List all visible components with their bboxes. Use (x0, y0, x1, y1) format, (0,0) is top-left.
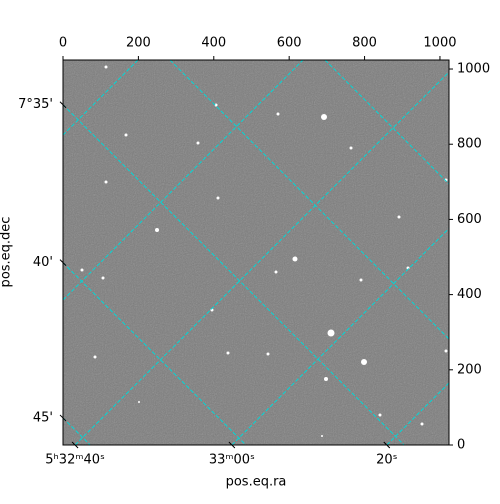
x-tick-label: 600 (277, 36, 302, 51)
y-tick-label: 200 (457, 362, 482, 377)
ra-tick (228, 441, 236, 449)
dec-tick-label: 7°35' (18, 97, 53, 112)
dec-tick-label: 45' (33, 410, 53, 425)
stars (80, 65, 448, 437)
ra-tick (71, 441, 79, 449)
grid-line (63, 104, 405, 445)
ra-tick-label: 20ˢ (376, 453, 398, 468)
ra-tick-label: 33ᵐ00ˢ (209, 453, 255, 468)
y-tick-label: 800 (457, 137, 482, 152)
y-axis-label: pos.eq.dec (0, 217, 14, 288)
grid (63, 71, 449, 445)
frame (62, 59, 450, 446)
grid-line (63, 417, 91, 445)
ra-tick-label: 5ʰ32ᵐ40ˢ (45, 453, 105, 468)
dec-tick-label: 40' (33, 255, 53, 270)
y-tick-label: 600 (457, 212, 482, 227)
y-tick-label: 0 (457, 438, 465, 453)
x-tick-label: 200 (126, 36, 151, 51)
grid-line (324, 60, 449, 185)
ra-tick (383, 441, 391, 449)
dec-tick (59, 101, 67, 109)
x-tick-label: 1000 (423, 36, 456, 51)
grid-line (74, 71, 449, 445)
y-tick-label: 1000 (457, 62, 490, 77)
grid-line (386, 382, 449, 445)
grid-line (231, 228, 449, 445)
y-tick-label: 400 (457, 287, 482, 302)
image (63, 60, 449, 445)
x-tick-label: 0 (59, 36, 67, 51)
x-axis-label: pos.eq.ra (226, 475, 287, 490)
dec-tick (59, 414, 67, 422)
dec-tick (59, 259, 67, 267)
grid-line (63, 60, 304, 301)
extra-grid (63, 60, 449, 340)
grid-line (63, 262, 247, 445)
x-tick-label: 400 (201, 36, 226, 51)
x-tick-label: 800 (352, 36, 377, 51)
